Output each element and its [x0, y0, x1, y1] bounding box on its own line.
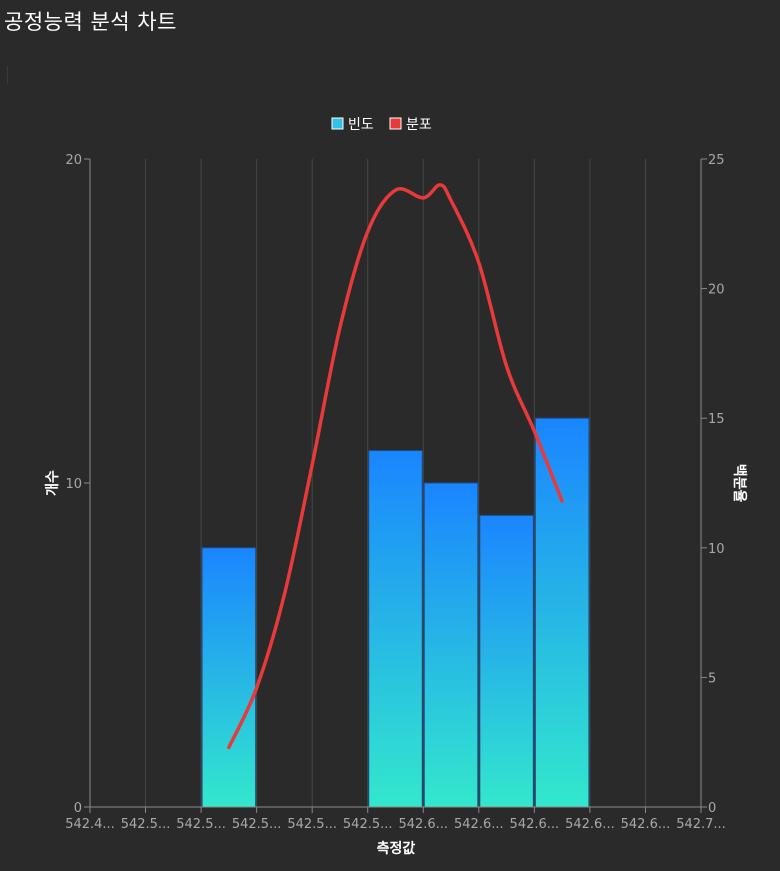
x-tick-label: 542.5...: [121, 817, 171, 832]
y-right-tick-label: 25: [708, 153, 725, 168]
y-right-tick-label: 0: [708, 801, 716, 816]
x-axis-title: 측정값: [377, 840, 416, 857]
y-axis-right-title: 백분율: [731, 464, 748, 503]
x-tick-label: 542.5...: [176, 817, 226, 832]
y-right-tick-label: 15: [708, 412, 725, 427]
x-tick-label: 542.5...: [232, 817, 282, 832]
bars: [201, 417, 590, 808]
histogram-bar: [368, 450, 423, 808]
y-left-tick-label: 20: [65, 153, 82, 168]
x-tick-label: 542.6...: [565, 817, 615, 832]
histogram-bar: [423, 482, 479, 808]
y-axis-left-title: 개수: [45, 470, 61, 496]
histogram-bar: [534, 417, 590, 808]
legend: 빈도 분포: [331, 117, 432, 133]
x-tick-label: 542.4...: [65, 817, 115, 832]
grid-lines: [145, 159, 646, 807]
y-right-tick-label: 10: [708, 542, 725, 557]
y-left-tick-label: 0: [74, 801, 82, 816]
legend-swatch-dist: [389, 117, 402, 130]
distribution-line: [227, 183, 564, 750]
y-left-tick-label: 10: [65, 477, 82, 492]
axes: 542.4... 542.5... 542.5... 542.5... 542.5...…: [65, 153, 726, 832]
histogram-bar: [479, 514, 534, 808]
legend-swatch-freq: [331, 117, 344, 130]
x-tick-label: 542.6...: [454, 817, 504, 832]
title-divider: [7, 66, 8, 84]
y-right-tick-label: 5: [708, 671, 716, 686]
legend-label-dist: 분포: [406, 117, 432, 133]
x-tick-label: 542.5...: [287, 817, 337, 832]
x-tick-label: 542.7...: [676, 817, 726, 832]
x-tick-label: 542.6...: [621, 817, 671, 832]
page-title: 공정능력 분석 차트: [4, 10, 177, 34]
x-tick-label: 542.6...: [510, 817, 560, 832]
legend-label-freq: 빈도: [348, 117, 374, 133]
x-tick-label: 542.6...: [398, 817, 448, 832]
y-right-tick-label: 20: [708, 283, 725, 298]
x-tick-label: 542.5...: [343, 817, 393, 832]
distribution-line-layer: [227, 183, 564, 750]
histogram-bar: [201, 547, 257, 808]
